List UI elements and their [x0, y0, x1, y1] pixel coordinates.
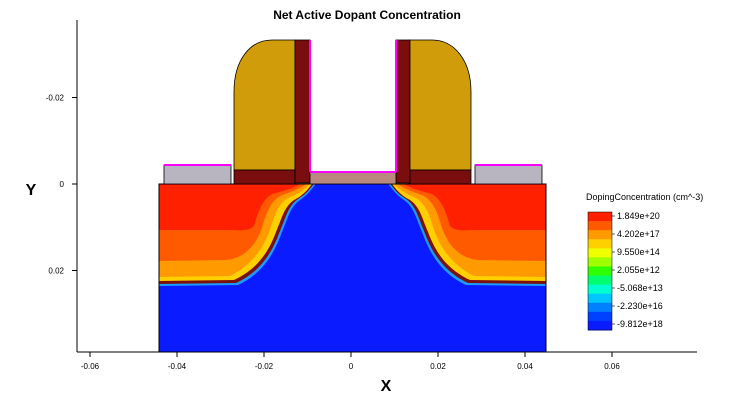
left-contact — [163, 164, 232, 185]
chart-title: Net Active Dopant Concentration — [273, 8, 461, 22]
colorbar-title: DopingConcentration (cm^-3) — [586, 192, 703, 202]
colorbar-label: 2.055e+12 — [617, 265, 660, 275]
colorbar-label: 9.550e+14 — [617, 247, 660, 257]
colorbar-swatch — [588, 275, 612, 286]
colorbar-label: 4.202e+17 — [617, 229, 660, 239]
x-tick-label: 0 — [349, 362, 354, 371]
colorbar-swatch — [588, 284, 612, 295]
y-tick-label: 0.02 — [48, 267, 64, 276]
y-tick-label: 0 — [60, 180, 65, 189]
colorbar-swatch — [588, 257, 612, 267]
colorbar-swatch — [588, 248, 612, 258]
x-tick-label: 0.04 — [517, 362, 533, 371]
left-liner — [294, 39, 311, 184]
colorbar-swatch — [588, 266, 612, 277]
colorbar-swatch — [588, 239, 612, 249]
right-poly-base — [408, 169, 472, 185]
colorbar-swatch — [588, 212, 612, 222]
colorbar-frame — [587, 211, 613, 331]
x-tick-label: -0.06 — [81, 362, 100, 371]
colorbar-label: -9.812e+18 — [617, 319, 663, 329]
plot-area — [158, 39, 547, 353]
right-contact — [474, 164, 543, 185]
colorbar-swatch — [588, 221, 612, 231]
y-tick-label: -0.02 — [46, 94, 65, 103]
y-axis-label: Y — [26, 182, 37, 199]
x-tick-label: 0.06 — [604, 362, 620, 371]
colorbar-swatch — [588, 302, 612, 313]
right-liner — [395, 39, 411, 184]
x-tick-label: 0.02 — [430, 362, 446, 371]
gate-oxide — [309, 171, 397, 185]
source-contour-1 — [159, 184, 300, 231]
x-axis: -0.06 -0.04 -0.02 0 0.02 0.04 0.06 X — [77, 351, 697, 395]
x-axis-label: X — [381, 378, 392, 395]
colorbar-swatch — [588, 311, 612, 322]
colorbar-label: -2.230e+16 — [617, 301, 663, 311]
left-poly-base — [233, 169, 296, 185]
drain-contour-1 — [404, 184, 546, 231]
left-spacer — [233, 39, 296, 171]
y-axis: -0.02 0 0.02 Y — [26, 20, 78, 352]
boundary-lines — [164, 40, 542, 173]
x-tick-label: -0.02 — [255, 362, 274, 371]
colorbar-swatch — [588, 293, 612, 304]
right-spacer — [408, 39, 472, 171]
colorbar-swatch — [588, 230, 612, 240]
colorbar: DopingConcentration (cm^-3) 1.849e+20 4.2… — [586, 192, 703, 331]
colorbar-swatch — [588, 320, 612, 331]
colorbar-label: -5.068e+13 — [617, 283, 663, 293]
colorbar-label: 1.849e+20 — [617, 211, 660, 221]
x-tick-label: -0.04 — [168, 362, 187, 371]
